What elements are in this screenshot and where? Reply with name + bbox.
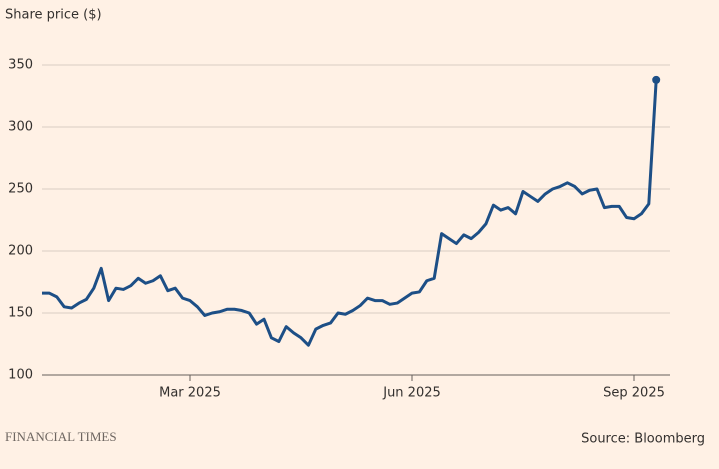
x-tick-label: Mar 2025 <box>159 386 221 401</box>
chart-title: Share price ($) <box>5 8 102 23</box>
brand: FINANCIAL TIMES <box>5 429 117 444</box>
y-tick-label: 150 <box>8 306 33 321</box>
y-tick-label: 300 <box>8 120 33 135</box>
y-tick-label: 200 <box>8 244 33 259</box>
x-tick-label: Jun 2025 <box>382 386 441 401</box>
y-tick-label: 350 <box>8 58 33 73</box>
y-tick-label: 100 <box>8 368 33 383</box>
x-tick-label: Sep 2025 <box>603 386 665 401</box>
price-line <box>42 79 658 347</box>
y-tick-label: 250 <box>8 182 33 197</box>
source: Source: Bloomberg <box>581 432 705 447</box>
end-marker <box>652 75 661 84</box>
